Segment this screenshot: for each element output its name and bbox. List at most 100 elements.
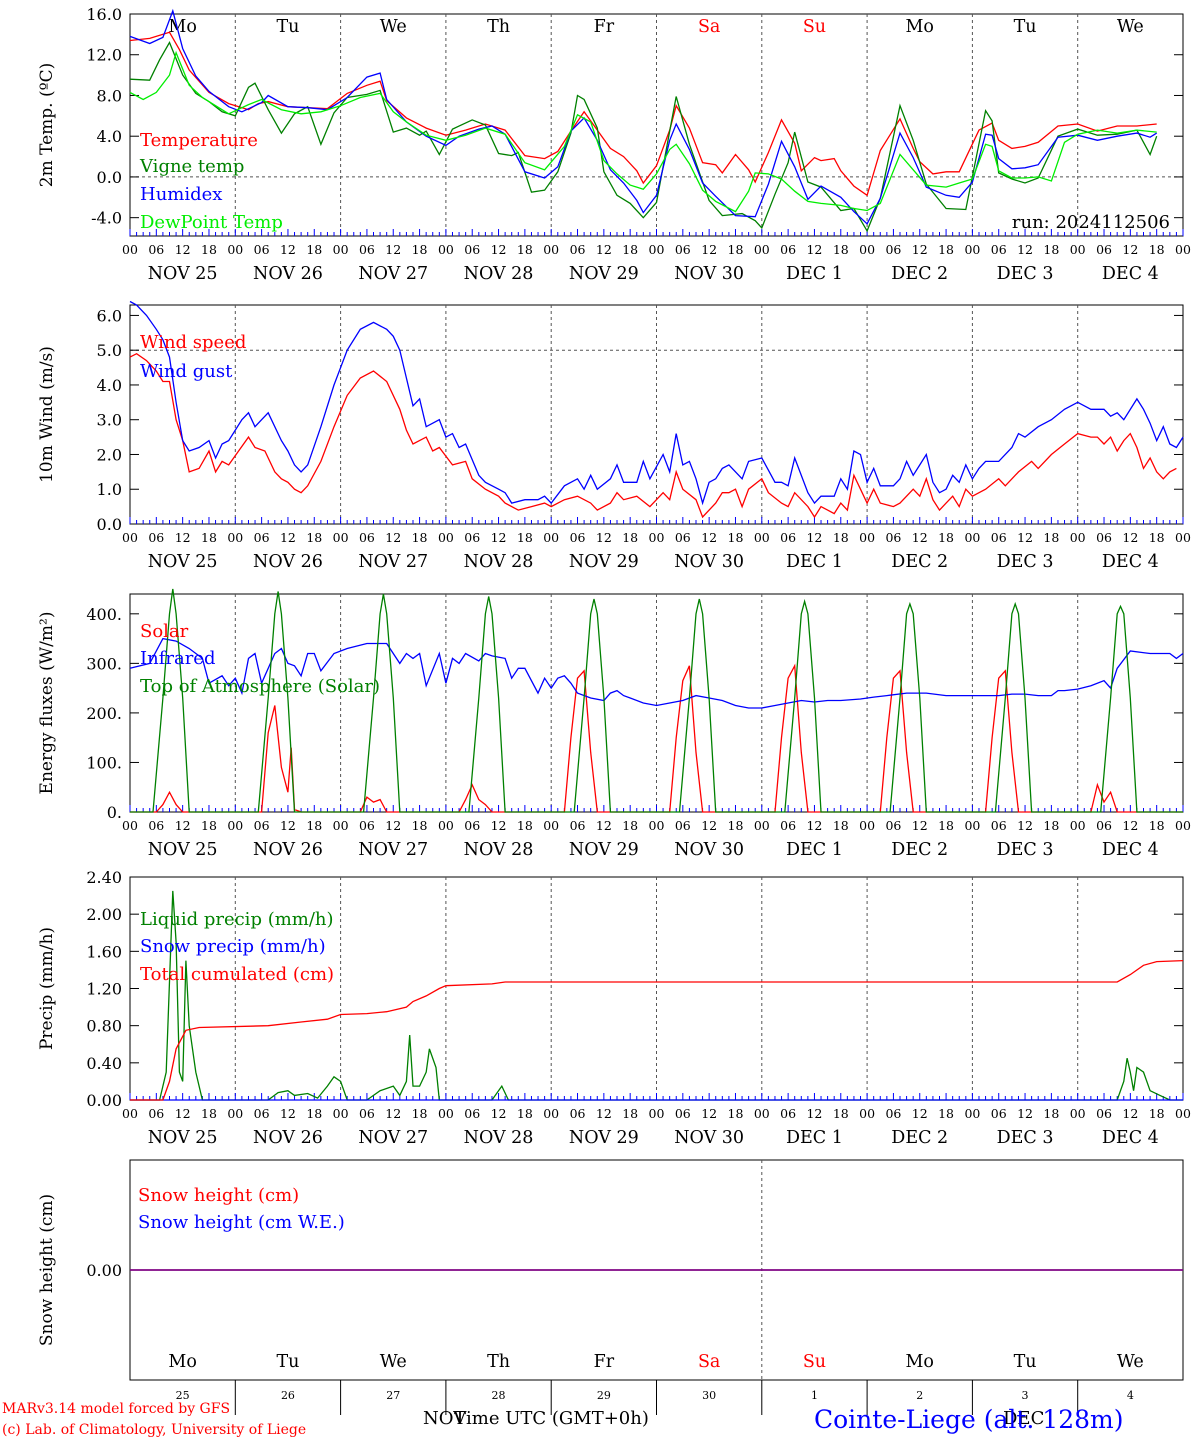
y-tick-label: 2.00: [86, 905, 122, 924]
y-tick-label: 2.0: [97, 445, 122, 464]
y-tick-label: 1.60: [86, 942, 122, 961]
hour-label: 06: [359, 818, 375, 833]
station-name: Cointe-Liege (alt. 128m): [814, 1405, 1123, 1434]
x-axis-title: Time UTC (GMT+0h): [454, 1408, 649, 1429]
hour-label: 00: [122, 242, 138, 257]
y-tick-label: 400.: [86, 605, 122, 624]
day-number: 2: [916, 1389, 923, 1402]
hour-label: 18: [938, 530, 954, 545]
y-tick-label: 4.0: [97, 376, 122, 395]
hour-label: 12: [385, 1106, 401, 1121]
weekday-label: Mo: [168, 1352, 196, 1372]
legend-entry: Snow height (cm): [138, 1185, 299, 1206]
legend-entry: Temperature: [140, 130, 258, 151]
hour-label: 06: [148, 818, 164, 833]
date-label: DEC 2: [891, 552, 948, 572]
hour-label: 06: [464, 242, 480, 257]
date-label: NOV 25: [148, 840, 218, 860]
hour-label: 18: [412, 530, 428, 545]
date-label: NOV 27: [358, 264, 428, 284]
weekday-label: Fr: [594, 17, 615, 37]
day-number: 28: [492, 1389, 506, 1402]
hour-label: 18: [1149, 1106, 1165, 1121]
hour-label: 12: [280, 242, 296, 257]
hour-label: 00: [859, 1106, 875, 1121]
y-tick-label: 0.0: [97, 168, 122, 187]
y-tick-label: 3.0: [97, 411, 122, 430]
legend-entry: Vigne temp: [139, 156, 244, 177]
hour-label: 18: [833, 1106, 849, 1121]
hour-label: 00: [649, 242, 665, 257]
series-line-1: [130, 890, 1183, 1101]
hour-label: 18: [833, 530, 849, 545]
date-label: NOV 28: [464, 264, 534, 284]
hour-label: 06: [780, 818, 796, 833]
date-label: DEC 3: [997, 840, 1054, 860]
hour-label: 18: [517, 818, 533, 833]
hour-label: 06: [885, 818, 901, 833]
date-label: NOV 26: [253, 552, 323, 572]
date-label: DEC 3: [997, 552, 1054, 572]
y-tick-label: 6.0: [97, 306, 122, 325]
hour-label: 00: [333, 530, 349, 545]
legend-entry: Wind speed: [140, 332, 246, 353]
hour-label: 06: [675, 1106, 691, 1121]
day-number: 29: [597, 1389, 611, 1402]
hour-label: 06: [570, 242, 586, 257]
hour-label: 18: [833, 242, 849, 257]
hour-label: 18: [622, 818, 638, 833]
hour-label: 06: [148, 1106, 164, 1121]
hour-label: 12: [1122, 818, 1138, 833]
hour-label: 00: [543, 242, 559, 257]
date-label: NOV 30: [674, 552, 744, 572]
hour-label: 06: [991, 1106, 1007, 1121]
date-label: NOV 29: [569, 552, 639, 572]
date-label: NOV 27: [358, 1128, 428, 1148]
y-tick-label: 2.40: [86, 868, 122, 887]
hour-label: 06: [780, 1106, 796, 1121]
hour-label: 06: [254, 1106, 270, 1121]
day-number: 25: [176, 1389, 190, 1402]
hour-label: 18: [201, 242, 217, 257]
hour-label: 00: [859, 818, 875, 833]
hour-label: 18: [412, 242, 428, 257]
hour-label: 00: [227, 1106, 243, 1121]
hour-label: 06: [991, 818, 1007, 833]
series-line-2: [129, 41, 1158, 233]
hour-label: 00: [122, 818, 138, 833]
hour-label: 18: [306, 1106, 322, 1121]
date-label: NOV 30: [674, 840, 744, 860]
weekday-label: We: [1117, 17, 1144, 37]
y-tick-label: 0.80: [86, 1017, 122, 1036]
model-credit: MARv3.14 model forced by GFS: [2, 1401, 230, 1417]
hour-label: 12: [1017, 818, 1033, 833]
hour-label: 00: [859, 242, 875, 257]
hour-label: 06: [991, 242, 1007, 257]
y-tick-label: 0.0: [97, 515, 122, 534]
hour-label: 00: [227, 530, 243, 545]
date-label: NOV 25: [148, 1128, 218, 1148]
y-tick-label: 1.0: [97, 480, 122, 499]
weekday-label: Th: [487, 17, 510, 37]
hour-label: 00: [227, 818, 243, 833]
series-line-3: [130, 588, 1183, 813]
hour-label: 00: [438, 242, 454, 257]
date-label: NOV 30: [674, 1128, 744, 1148]
hour-label: 18: [728, 1106, 744, 1121]
hour-label: 06: [148, 530, 164, 545]
series-line-4: [129, 50, 1157, 213]
hour-label: 06: [1096, 818, 1112, 833]
hour-label: 12: [912, 1106, 928, 1121]
hour-label: 18: [201, 1106, 217, 1121]
y-tick-label: 12.0: [86, 46, 122, 65]
date-label: DEC 1: [786, 552, 843, 572]
hour-label: 12: [596, 1106, 612, 1121]
hour-label: 06: [359, 242, 375, 257]
hour-label: 12: [491, 1106, 507, 1121]
day-number: 4: [1127, 1389, 1134, 1402]
hour-label: 06: [570, 1106, 586, 1121]
footer-group: MARv3.14 model forced by GFS (c) Lab. of…: [2, 1401, 1123, 1438]
hour-label: 00: [333, 818, 349, 833]
y-tick-label: 0.: [107, 803, 122, 822]
date-label: NOV 27: [358, 552, 428, 572]
